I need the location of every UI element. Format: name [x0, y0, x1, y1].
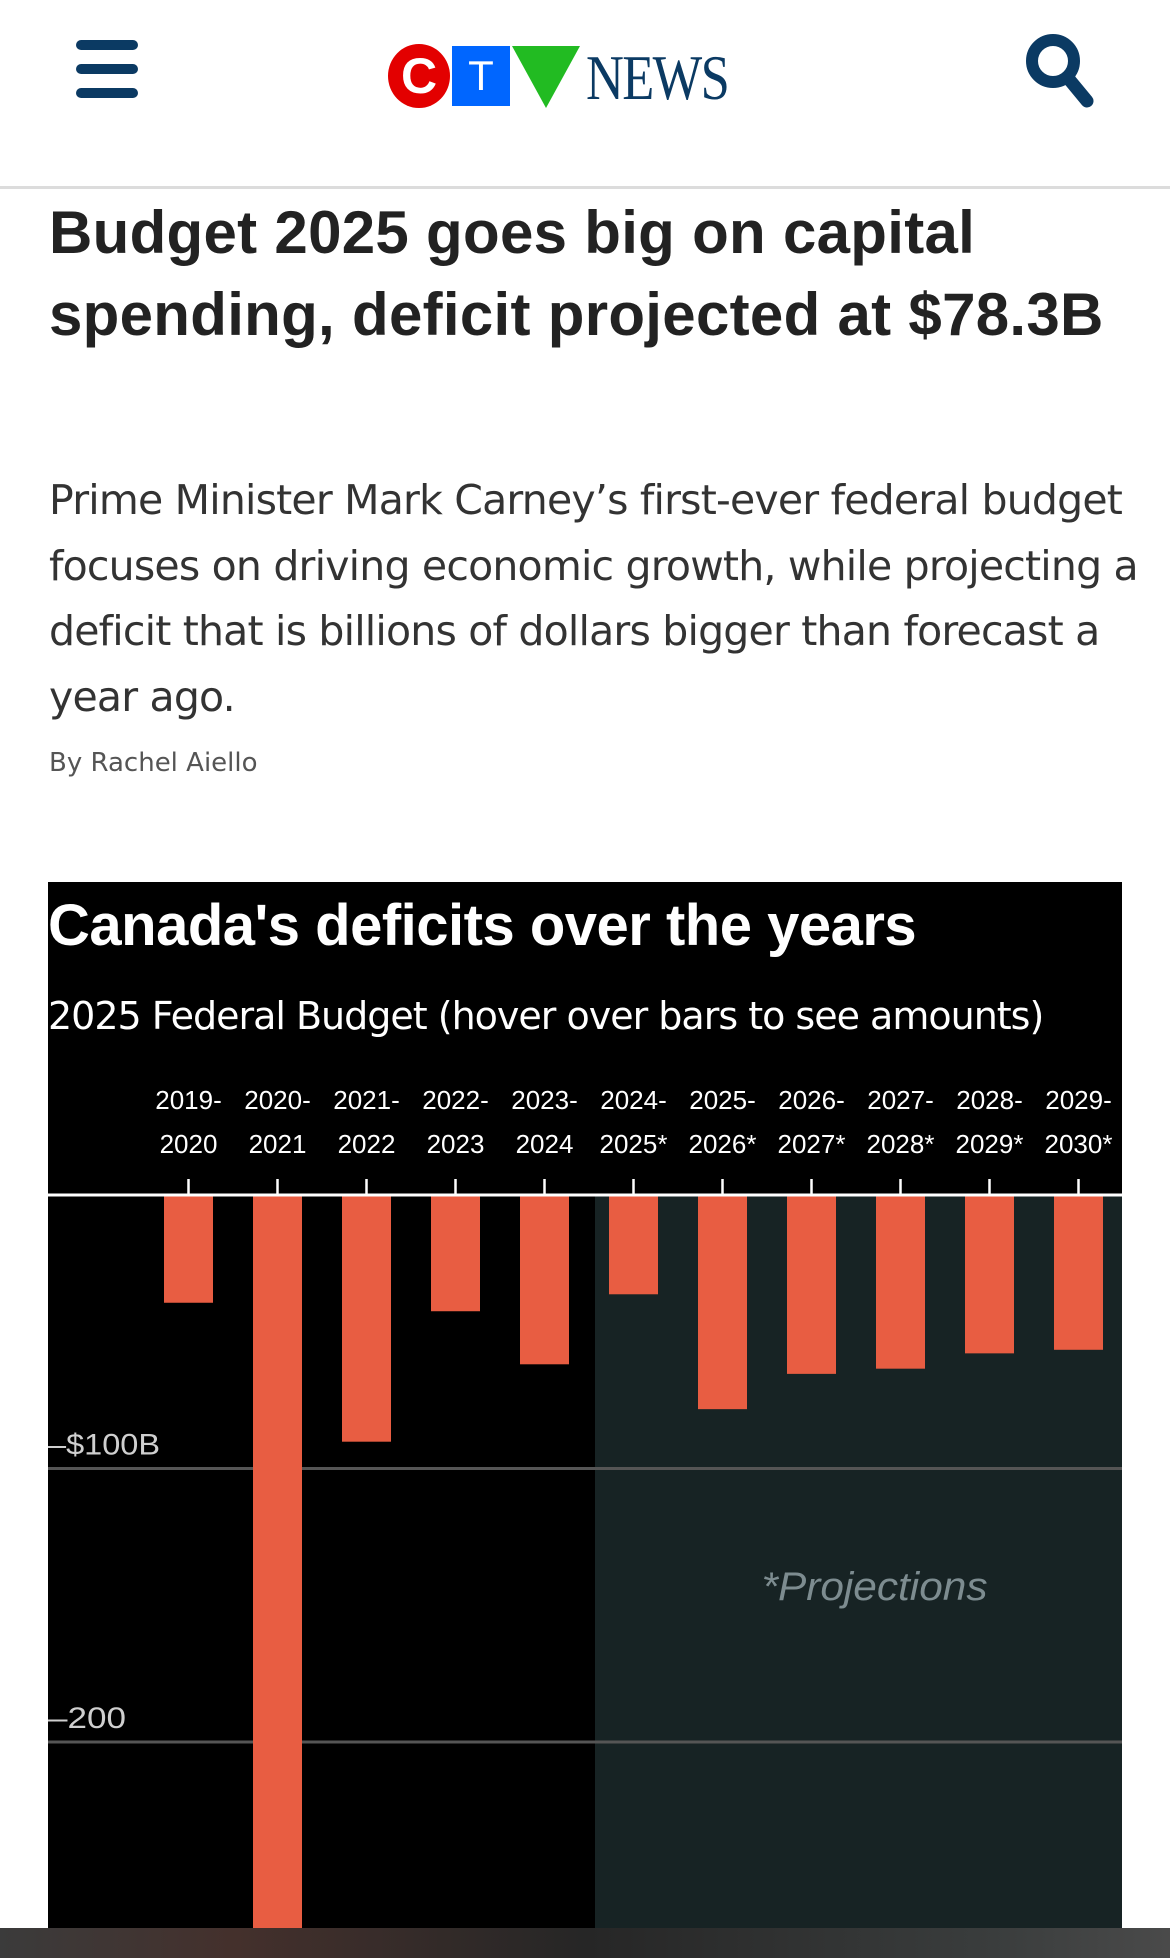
x-tick-label: 2025*	[600, 1129, 668, 1159]
y-tick-label: –$100B	[48, 1429, 160, 1462]
search-icon[interactable]	[1025, 33, 1095, 108]
bar-2027-2028[interactable]	[876, 1195, 925, 1369]
x-tick-label: 2021-	[333, 1085, 400, 1115]
x-tick-label: 2023	[427, 1129, 485, 1159]
logo-news: NEWS	[586, 42, 730, 113]
x-tick-label: 2026-	[778, 1085, 845, 1115]
chart-subtitle: 2025 Federal Budget (hover over bars to …	[48, 994, 1044, 1038]
bar-2026-2027[interactable]	[787, 1195, 836, 1374]
x-tick-label: 2022	[338, 1129, 396, 1159]
article-dek: Prime Minister Mark Carney’s first-ever …	[49, 476, 1139, 721]
logo-v	[512, 46, 580, 108]
projection-region	[595, 1195, 1122, 1928]
ctv-news-logo[interactable]: C T NEWS	[388, 38, 759, 113]
chart-plot: –$100B –200 *Projections 2019- 2020 2020- 2021…	[48, 1085, 1122, 1928]
bar-2021-2022[interactable]	[342, 1195, 391, 1442]
x-tick-label: 2020	[160, 1129, 218, 1159]
x-tick-label: 2029*	[956, 1129, 1024, 1159]
site-header: C T NEWS	[0, 0, 1170, 189]
projections-label: *Projections	[762, 1565, 988, 1609]
x-tick-label: 2030*	[1045, 1129, 1113, 1159]
byline[interactable]: By Rachel Aiello	[49, 748, 258, 778]
x-tick-label: 2028*	[867, 1129, 935, 1159]
logo-c: C	[388, 44, 450, 108]
bar-2029-2030[interactable]	[1054, 1195, 1103, 1350]
bar-2028-2029[interactable]	[965, 1195, 1014, 1354]
bar-2024-2025[interactable]	[609, 1195, 658, 1295]
bar-2020-2021[interactable]	[253, 1195, 302, 1928]
x-tick-label: 2028-	[956, 1085, 1023, 1115]
hamburger-menu-icon[interactable]	[76, 40, 138, 98]
bar-2025-2026[interactable]	[698, 1195, 747, 1410]
x-tick-label: 2026*	[689, 1129, 757, 1159]
deficit-chart: Canada's deficits over the years 2025 Fe…	[48, 882, 1122, 1928]
article-title: Budget 2025 goes big on capital spending…	[49, 199, 1104, 348]
bar-2022-2023[interactable]	[431, 1195, 480, 1312]
browser-toolbar	[0, 1928, 1170, 1958]
x-tick-label: 2027-	[867, 1085, 934, 1115]
x-tick-label: 2024	[516, 1129, 574, 1159]
x-tick-label: 2025-	[689, 1085, 756, 1115]
x-tick-label: 2020-	[244, 1085, 311, 1115]
x-tick-label: 2027*	[778, 1129, 846, 1159]
x-tick-label: 2023-	[511, 1085, 578, 1115]
x-tick-label: 2019-	[155, 1085, 222, 1115]
logo-t: T	[452, 46, 510, 106]
bar-2023-2024[interactable]	[520, 1195, 569, 1365]
bar-2019-2020[interactable]	[164, 1195, 213, 1303]
chart-title: Canada's deficits over the years	[48, 893, 917, 958]
y-tick-label: –200	[48, 1702, 126, 1735]
x-tick-label: 2022-	[422, 1085, 489, 1115]
x-tick-label: 2021	[249, 1129, 307, 1159]
x-tick-label: 2024-	[600, 1085, 667, 1115]
x-tick-label: 2029-	[1045, 1085, 1112, 1115]
